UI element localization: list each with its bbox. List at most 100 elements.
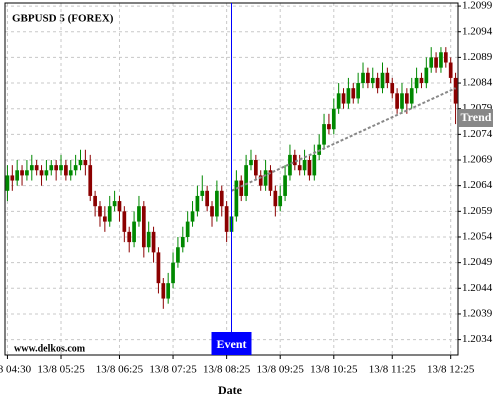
candle-body: [219, 190, 224, 207]
candle-body: [122, 211, 127, 232]
candle-body: [336, 93, 341, 109]
candle-body: [395, 93, 399, 109]
candle-body: [107, 206, 112, 222]
candle-body: [268, 170, 273, 191]
candle-body: [273, 190, 278, 207]
candle-body: [200, 190, 205, 196]
candle-body: [161, 283, 166, 299]
candle-body: [346, 88, 351, 104]
candle-body: [254, 160, 258, 176]
y-tick-label: 1.2054: [462, 231, 493, 243]
candle-body: [400, 93, 404, 109]
candle-body: [73, 165, 78, 171]
candle-body: [44, 170, 49, 176]
candle-body: [302, 160, 307, 171]
x-tick-label: 13/8 08:25: [203, 364, 251, 376]
candle-body: [141, 206, 146, 248]
candle-body: [210, 206, 214, 217]
candle-body: [34, 165, 39, 171]
y-tick-label: 1.2049: [462, 256, 493, 268]
candle-body: [292, 154, 297, 166]
y-tick-label: 1.2069: [462, 154, 493, 166]
candle-body: [258, 175, 263, 186]
candle-body: [10, 175, 15, 181]
y-tick-label: 1.2089: [462, 51, 493, 63]
candle-body: [322, 124, 326, 145]
candle-body: [190, 211, 195, 222]
candle-body: [327, 124, 331, 130]
candle-body: [234, 180, 239, 217]
candle-body: [356, 83, 360, 99]
candle-body: [341, 93, 346, 104]
x-axis-label: Date: [218, 383, 243, 397]
candle-body: [39, 170, 44, 176]
candle-body: [127, 231, 132, 243]
candle-body: [156, 252, 161, 284]
candle-body: [278, 195, 283, 207]
candle-body: [117, 201, 122, 212]
candle-body: [429, 57, 434, 68]
candle-body: [78, 160, 83, 166]
x-tick-label: 13/8 11:25: [369, 364, 416, 376]
candle-body: [375, 77, 380, 89]
candle-body: [439, 52, 443, 68]
candle-body: [448, 62, 453, 78]
candle-body: [68, 170, 73, 176]
candle-body: [166, 283, 171, 299]
candle-body: [146, 231, 151, 248]
candle-body: [390, 83, 395, 94]
candle-body: [205, 190, 209, 207]
trend-label: Trend: [461, 110, 492, 124]
candle-body: [443, 52, 448, 63]
candle-body: [419, 77, 424, 84]
candle-body: [297, 165, 302, 171]
x-tick-label: 13/8 12:25: [427, 364, 475, 376]
candle-body: [380, 72, 385, 89]
candle-body: [434, 57, 438, 68]
candle-body: [195, 195, 200, 212]
x-tick-label: 13/8 05:25: [37, 364, 85, 376]
candle-body: [20, 170, 24, 176]
candle-body: [93, 195, 97, 207]
candle-body: [244, 165, 248, 196]
x-tick-label: 13/8 06:25: [96, 364, 144, 376]
candle-body: [83, 160, 88, 166]
y-tick-label: 1.2099: [462, 0, 493, 12]
candle-body: [424, 67, 429, 84]
candle-body: [312, 154, 317, 176]
candle-body: [351, 88, 356, 99]
candle-body: [331, 108, 336, 130]
trend-line: [231, 87, 456, 192]
candle-body: [414, 77, 419, 89]
candle-body: [185, 221, 190, 237]
candle-body: [288, 154, 292, 176]
candle-body: [98, 206, 102, 217]
candle-body: [361, 72, 365, 84]
candle-body: [180, 236, 185, 248]
candle-body: [405, 93, 409, 104]
candle-body: [385, 72, 390, 84]
candle-body: [112, 201, 117, 207]
candle-body: [59, 165, 63, 171]
candle-body: [5, 175, 10, 191]
chart-title: GBPUSD 5 (FOREX): [12, 13, 114, 25]
candle-body: [215, 190, 219, 217]
candle-body: [409, 88, 414, 104]
x-tick-label: 13/8 09:25: [257, 364, 305, 376]
y-tick-label: 1.2059: [462, 205, 493, 217]
candle-body: [137, 206, 141, 222]
candle-body: [176, 247, 180, 263]
watermark: www.delkos.com: [14, 343, 86, 354]
candle-body: [103, 216, 107, 222]
y-tick-label: 1.2044: [462, 282, 493, 294]
y-tick-label: 1.2094: [462, 25, 493, 37]
candle-body: [307, 160, 312, 176]
x-tick-label: 13/8 10:25: [310, 364, 358, 376]
candle-body: [132, 221, 136, 243]
y-tick-label: 1.2084: [462, 77, 493, 89]
candle-body: [151, 231, 156, 253]
candle-body: [263, 170, 268, 186]
candle-body: [171, 262, 175, 284]
y-tick-label: 1.2074: [462, 128, 493, 140]
